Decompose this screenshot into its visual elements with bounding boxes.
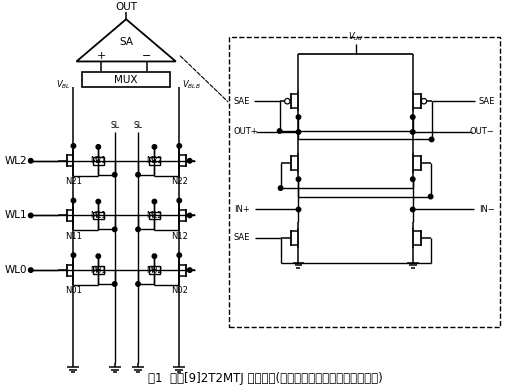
Bar xyxy=(93,212,104,219)
Text: SA: SA xyxy=(119,37,133,46)
Circle shape xyxy=(96,199,100,204)
Circle shape xyxy=(152,145,157,149)
Circle shape xyxy=(177,253,181,257)
Circle shape xyxy=(296,130,301,134)
Text: N22: N22 xyxy=(171,177,188,186)
Circle shape xyxy=(188,213,192,218)
Circle shape xyxy=(71,198,76,203)
Text: M02: M02 xyxy=(146,266,163,275)
Text: N02: N02 xyxy=(171,286,188,296)
Text: SL: SL xyxy=(134,121,142,129)
Text: SAE: SAE xyxy=(234,233,250,242)
Circle shape xyxy=(112,282,117,286)
Circle shape xyxy=(188,268,192,272)
Circle shape xyxy=(177,144,181,148)
Circle shape xyxy=(96,145,100,149)
Text: M21: M21 xyxy=(90,156,107,165)
Circle shape xyxy=(136,282,140,286)
Bar xyxy=(229,37,500,327)
Text: N21: N21 xyxy=(65,177,82,186)
Circle shape xyxy=(71,144,76,148)
Text: −: − xyxy=(142,51,152,62)
Circle shape xyxy=(177,198,181,203)
Text: OUT: OUT xyxy=(115,2,137,12)
Circle shape xyxy=(29,213,33,218)
Text: WL0: WL0 xyxy=(5,265,27,275)
Text: +: + xyxy=(97,51,106,62)
Text: N11: N11 xyxy=(65,232,82,241)
Circle shape xyxy=(410,115,415,119)
Text: $V_{BL}$: $V_{BL}$ xyxy=(56,78,71,91)
Text: $V_{BLB}$: $V_{BLB}$ xyxy=(182,78,201,91)
Bar xyxy=(93,266,104,274)
Circle shape xyxy=(71,253,76,257)
Circle shape xyxy=(430,137,434,142)
Circle shape xyxy=(410,177,415,181)
Bar xyxy=(149,157,160,165)
Text: SL: SL xyxy=(110,121,119,129)
Circle shape xyxy=(296,177,301,181)
Text: $V_{dd}$: $V_{dd}$ xyxy=(348,30,363,43)
Text: 图1  文献[9]2T2MTJ 阵列范例(内插图为电流型互补灵敏放大器): 图1 文献[9]2T2MTJ 阵列范例(内插图为电流型互补灵敏放大器) xyxy=(148,372,383,385)
Circle shape xyxy=(428,194,433,199)
Text: IN−: IN− xyxy=(479,205,495,214)
Circle shape xyxy=(152,199,157,204)
Bar xyxy=(82,73,170,87)
Bar xyxy=(149,266,160,274)
Circle shape xyxy=(277,129,282,133)
Text: WL1: WL1 xyxy=(5,211,27,220)
Text: OUT+: OUT+ xyxy=(234,128,258,136)
Circle shape xyxy=(29,268,33,272)
Text: MUX: MUX xyxy=(114,75,138,85)
Text: N12: N12 xyxy=(171,232,188,241)
Circle shape xyxy=(136,172,140,177)
Circle shape xyxy=(29,159,33,163)
Text: OUT−: OUT− xyxy=(470,128,495,136)
Text: M01: M01 xyxy=(90,266,107,275)
Text: M11: M11 xyxy=(90,211,107,220)
Text: N01: N01 xyxy=(65,286,82,296)
Circle shape xyxy=(152,254,157,259)
Circle shape xyxy=(112,172,117,177)
Circle shape xyxy=(296,115,301,119)
Text: WL2: WL2 xyxy=(5,156,27,166)
Text: M22: M22 xyxy=(146,156,162,165)
Text: SAE: SAE xyxy=(478,97,495,106)
Text: M12: M12 xyxy=(146,211,162,220)
Text: SAE: SAE xyxy=(234,97,250,106)
Circle shape xyxy=(136,227,140,232)
Circle shape xyxy=(96,254,100,259)
Text: IN+: IN+ xyxy=(234,205,250,214)
Circle shape xyxy=(278,186,283,190)
Circle shape xyxy=(410,130,415,134)
Circle shape xyxy=(112,227,117,232)
Circle shape xyxy=(188,159,192,163)
Bar xyxy=(149,212,160,219)
Circle shape xyxy=(410,207,415,212)
Circle shape xyxy=(296,207,301,212)
Bar xyxy=(93,157,104,165)
